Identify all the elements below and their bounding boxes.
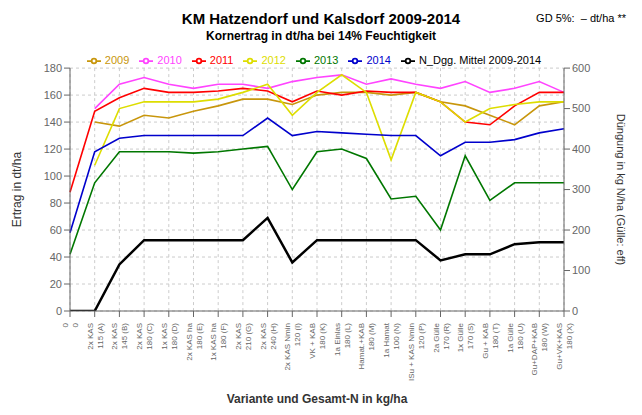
svg-text:60: 60 bbox=[50, 224, 62, 236]
svg-text:200: 200 bbox=[572, 224, 590, 236]
svg-text:2x KAS145 (B): 2x KAS145 (B) bbox=[110, 323, 129, 350]
html-text:KM Hatzendorf und Kalsdorf 200: KM Hatzendorf und Kalsdorf 2009-2014 bbox=[181, 10, 461, 27]
svg-text:2x KAS180 (C): 2x KAS180 (C) bbox=[135, 323, 154, 350]
svg-text:2a Gülle170 (R): 2a Gülle170 (R) bbox=[432, 322, 451, 352]
svg-text:Gu + KAB180 (T): Gu + KAB180 (T) bbox=[481, 323, 500, 359]
svg-text:Gu+DAP+KAB180 (W): Gu+DAP+KAB180 (W) bbox=[530, 323, 549, 376]
svg-text:ISu + KAS Nmin120 (P): ISu + KAS Nmin120 (P) bbox=[407, 323, 426, 381]
html-text:2013: 2013 bbox=[313, 54, 339, 66]
svg-text:1a Hamat100 (N): 1a Hamat100 (N) bbox=[382, 322, 401, 357]
svg-text:00: 00 bbox=[61, 322, 80, 327]
svg-text:1x Gülle170 (S): 1x Gülle170 (S) bbox=[456, 322, 475, 352]
html-text:2010: 2010 bbox=[157, 54, 182, 66]
svg-text:80: 80 bbox=[50, 197, 62, 209]
svg-text:180: 180 bbox=[44, 62, 62, 74]
svg-text:400: 400 bbox=[572, 143, 590, 155]
html-text:2012: 2012 bbox=[261, 54, 286, 66]
svg-text:2x KAS240 (H): 2x KAS240 (H) bbox=[259, 323, 278, 350]
svg-text:140: 140 bbox=[44, 116, 62, 128]
svg-text:600: 600 bbox=[572, 62, 590, 74]
html-text:2009: 2009 bbox=[104, 54, 130, 66]
svg-text:1a Einlas180 (L): 1a Einlas180 (L) bbox=[333, 323, 352, 356]
svg-text:Hamat.+KAB180 (M): Hamat.+KAB180 (M) bbox=[357, 323, 376, 370]
svg-text:1x KAS ha180 (F): 1x KAS ha180 (F) bbox=[209, 322, 228, 360]
svg-text:40: 40 bbox=[50, 251, 62, 263]
html-text:Kornertrag in dt/ha bei 14% Fe: Kornertrag in dt/ha bei 14% Feuchtigkeit bbox=[206, 29, 436, 43]
svg-text:2x KAS210 (G): 2x KAS210 (G) bbox=[234, 323, 253, 350]
svg-text:1a Gülle180 (U): 1a Gülle180 (U) bbox=[506, 322, 525, 352]
html-text:GD 5%: – dt/ha **: GD 5%: – dt/ha ** bbox=[536, 12, 626, 24]
svg-text:2x KAS Nmin120 (I): 2x KAS Nmin120 (I) bbox=[283, 323, 302, 371]
html-text:2011: 2011 bbox=[209, 54, 234, 66]
svg-text:0: 0 bbox=[56, 305, 62, 317]
svg-text:300: 300 bbox=[572, 183, 590, 195]
svg-text:20: 20 bbox=[50, 278, 62, 290]
html-text:2014: 2014 bbox=[366, 54, 391, 66]
svg-text:Variante und Gesamt-N in kg/ha: Variante und Gesamt-N in kg/ha bbox=[227, 392, 408, 406]
svg-text:100: 100 bbox=[572, 264, 590, 276]
svg-text:Düngung in kg N/ha (Gülle: eff: Düngung in kg N/ha (Gülle: eff) bbox=[615, 114, 627, 265]
html-text:N_Dgg. Mittel 2009-2014: N_Dgg. Mittel 2009-2014 bbox=[418, 54, 542, 66]
svg-text:120: 120 bbox=[44, 143, 62, 155]
svg-text:Ertrag in dt/ha: Ertrag in dt/ha bbox=[10, 152, 24, 228]
svg-text:500: 500 bbox=[572, 102, 590, 114]
svg-text:2x KAS115 (A): 2x KAS115 (A) bbox=[86, 323, 105, 350]
svg-text:2x KAS ha180 (E): 2x KAS ha180 (E) bbox=[185, 322, 204, 360]
svg-text:160: 160 bbox=[44, 89, 62, 101]
svg-text:1x KAS180 (D): 1x KAS180 (D) bbox=[160, 323, 179, 350]
svg-text:0: 0 bbox=[572, 305, 578, 317]
svg-text:100: 100 bbox=[44, 170, 62, 182]
svg-text:VK + KAB180 (K): VK + KAB180 (K) bbox=[308, 323, 327, 359]
svg-text:Gu+VK+KAS180 (X): Gu+VK+KAS180 (X) bbox=[555, 323, 574, 370]
